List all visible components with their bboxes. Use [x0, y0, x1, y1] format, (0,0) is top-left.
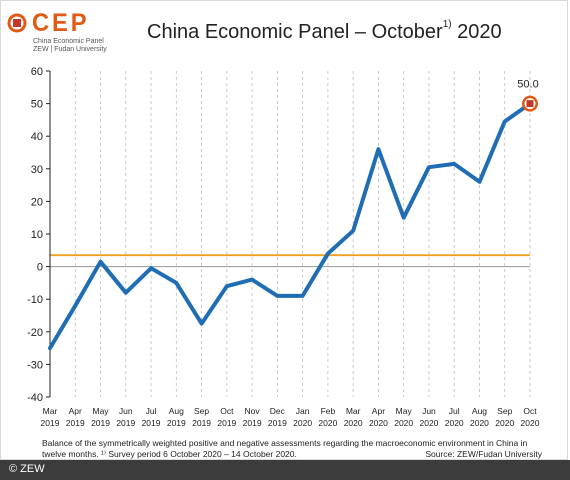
axis-layer: 6050403020100-10-20-30-40Mar2019Apr2019M… — [27, 66, 540, 428]
x-tick-label-month: Mar — [43, 406, 58, 416]
data-point — [402, 216, 406, 220]
cep-logo: CEP China Economic Panel ZEW | Fudan Uni… — [7, 9, 127, 53]
data-point — [225, 284, 229, 288]
x-tick-label-year: 2019 — [41, 418, 60, 428]
grid-layer — [49, 71, 531, 397]
x-tick-label-year: 2020 — [318, 418, 337, 428]
logo-subtitle-2: ZEW | Fudan University — [33, 46, 107, 53]
data-point — [326, 251, 330, 256]
data-point — [149, 266, 153, 270]
series-layer — [48, 95, 538, 351]
data-point — [427, 165, 431, 169]
x-tick-label-month: Oct — [523, 406, 537, 416]
chart-title-footnote-mark: 1) — [442, 19, 452, 30]
series-line — [48, 101, 532, 351]
data-point — [503, 119, 507, 124]
x-tick-label-year: 2020 — [495, 418, 514, 428]
x-tick-label-year: 2019 — [142, 418, 161, 428]
x-tick-label-year: 2020 — [445, 418, 464, 428]
x-tick-label-month: Jun — [422, 406, 436, 416]
data-point — [376, 147, 381, 151]
x-tick-label-month: Apr — [372, 406, 385, 416]
last-point-marker-core — [526, 100, 534, 108]
data-point — [351, 229, 355, 233]
x-tick-label-year: 2020 — [470, 418, 489, 428]
x-tick-label-year: 2020 — [394, 418, 413, 428]
x-tick-label-year: 2019 — [167, 418, 186, 428]
x-tick-label-month: Jun — [119, 406, 133, 416]
chart-frame — [0, 0, 568, 460]
x-tick-label-month: Jul — [146, 406, 157, 416]
data-point — [73, 304, 77, 308]
x-tick-label-year: 2019 — [91, 418, 110, 428]
x-tick-label-month: Apr — [69, 406, 82, 416]
x-tick-label-year: 2020 — [293, 418, 312, 428]
data-point — [48, 346, 52, 350]
x-tick-label-year: 2019 — [217, 418, 236, 428]
y-tick-label: -20 — [27, 327, 43, 339]
y-tick-label: 0 — [37, 262, 43, 274]
y-tick-label: 40 — [31, 131, 43, 143]
data-point — [98, 260, 103, 264]
copyright-bar: © ZEW — [0, 460, 570, 480]
x-tick-label-year: 2019 — [268, 418, 287, 428]
x-tick-label-month: Jan — [296, 406, 310, 416]
footnote-line-2: twelve months. ¹⁾ Survey period 6 Octobe… — [42, 449, 297, 459]
y-tick-label: 10 — [31, 229, 43, 241]
x-tick-label-month: Oct — [220, 406, 234, 416]
x-tick-label-year: 2019 — [243, 418, 262, 428]
x-tick-label-month: Dec — [270, 406, 286, 416]
y-tick-label: -30 — [27, 359, 43, 371]
x-tick-label-month: May — [396, 406, 413, 416]
x-tick-label-month: Aug — [169, 406, 184, 416]
x-tick-label-year: 2019 — [116, 418, 135, 428]
data-point — [124, 291, 128, 295]
x-tick-label-month: May — [92, 406, 109, 416]
x-tick-label-year: 2020 — [419, 418, 438, 428]
copyright-text: © ZEW — [9, 463, 45, 475]
x-tick-label-month: Mar — [346, 406, 361, 416]
x-tick-label-month: Sep — [497, 406, 512, 416]
x-tick-label-year: 2020 — [344, 418, 363, 428]
chart-title-year: 2020 — [451, 21, 502, 43]
y-tick-label: 30 — [31, 164, 43, 176]
y-tick-label: -40 — [27, 392, 43, 404]
chart-title-text: China Economic Panel – October — [147, 21, 443, 43]
data-point — [275, 294, 279, 298]
logo-text: CEP — [32, 9, 90, 37]
source-note: Source: ZEW/Fudan University — [425, 449, 542, 459]
data-point — [301, 294, 305, 298]
reference-layer — [50, 254, 530, 268]
y-tick-label: 20 — [31, 196, 43, 208]
x-tick-label-month: Sep — [194, 406, 209, 416]
label-layer: 50.0 — [517, 79, 538, 91]
y-tick-label: 60 — [31, 66, 43, 78]
data-label-last: 50.0 — [517, 79, 538, 91]
data-point — [250, 278, 254, 282]
x-tick-label-year: 2019 — [66, 418, 85, 428]
x-tick-label-year: 2019 — [192, 418, 211, 428]
x-tick-label-month: Nov — [245, 406, 261, 416]
data-point — [477, 180, 482, 184]
data-point — [452, 162, 456, 166]
data-point — [174, 281, 178, 285]
logo-subtitle-1: China Economic Panel — [33, 38, 104, 45]
chart-title: China Economic Panel – October1) 2020 — [147, 19, 502, 44]
x-tick-label-month: Jul — [449, 406, 460, 416]
x-tick-label-year: 2020 — [521, 418, 540, 428]
x-tick-label-year: 2020 — [369, 418, 388, 428]
y-tick-label: -10 — [27, 294, 43, 306]
x-tick-label-month: Aug — [472, 406, 487, 416]
x-tick-label-month: Feb — [321, 406, 336, 416]
data-point — [199, 322, 204, 326]
cep-logo-icon — [7, 13, 27, 33]
y-tick-label: 50 — [31, 99, 43, 111]
footnote-line-1: Balance of the symmetrically weighted po… — [42, 438, 528, 448]
